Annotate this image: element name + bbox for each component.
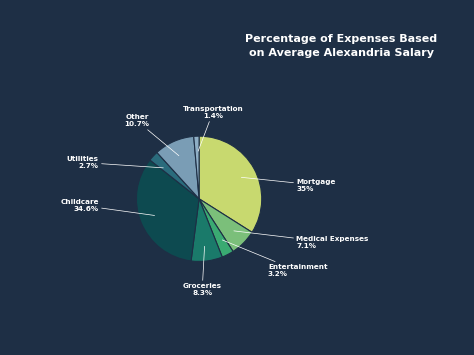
Wedge shape [191,199,222,261]
Wedge shape [199,199,233,257]
Text: Percentage of Expenses Based
on Average Alexandria Salary: Percentage of Expenses Based on Average … [245,34,438,58]
Text: Other
10.7%: Other 10.7% [124,114,179,156]
Text: Entertainment
3.2%: Entertainment 3.2% [222,240,328,277]
Text: EXPENSE
PERCENTAGES: EXPENSE PERCENTAGES [15,36,183,78]
Wedge shape [157,136,199,199]
Text: Mortgage
35%: Mortgage 35% [241,178,336,191]
Text: Childcare
34.6%: Childcare 34.6% [60,198,155,215]
Text: Groceries
8.3%: Groceries 8.3% [182,246,222,296]
Text: Utilities
2.7%: Utilities 2.7% [67,156,164,169]
Wedge shape [150,152,199,199]
Wedge shape [199,136,262,232]
Wedge shape [137,160,199,261]
Text: Transportation
1.4%: Transportation 1.4% [182,106,243,151]
Wedge shape [199,199,252,251]
Wedge shape [194,136,199,199]
Text: Medical Expenses
7.1%: Medical Expenses 7.1% [234,231,369,249]
